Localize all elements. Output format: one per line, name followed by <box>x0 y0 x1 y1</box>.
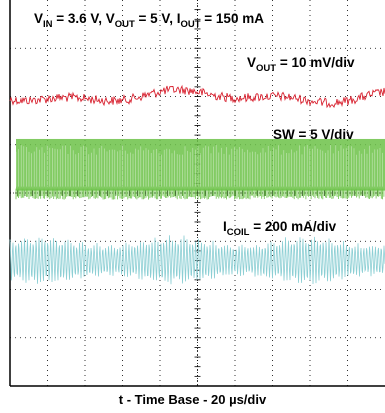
traces <box>9 84 385 285</box>
vout-trace <box>9 84 385 109</box>
sw-trace-pulses <box>15 145 383 187</box>
vout-scale-label: VOUT = 10 mV/div <box>247 55 355 74</box>
sw-trace-edges <box>15 188 385 200</box>
sw-scale-label: SW = 5 V/div <box>273 127 354 142</box>
icoil-scale-label: ICOIL = 200 mA/div <box>223 219 337 238</box>
condition-label: VIN = 3.6 V, VOUT = 5 V, IOUT = 150 mA <box>34 11 264 30</box>
x-axis-label: t - Time Base - 20 µs/div <box>118 392 267 407</box>
icoil-trace <box>9 235 385 285</box>
